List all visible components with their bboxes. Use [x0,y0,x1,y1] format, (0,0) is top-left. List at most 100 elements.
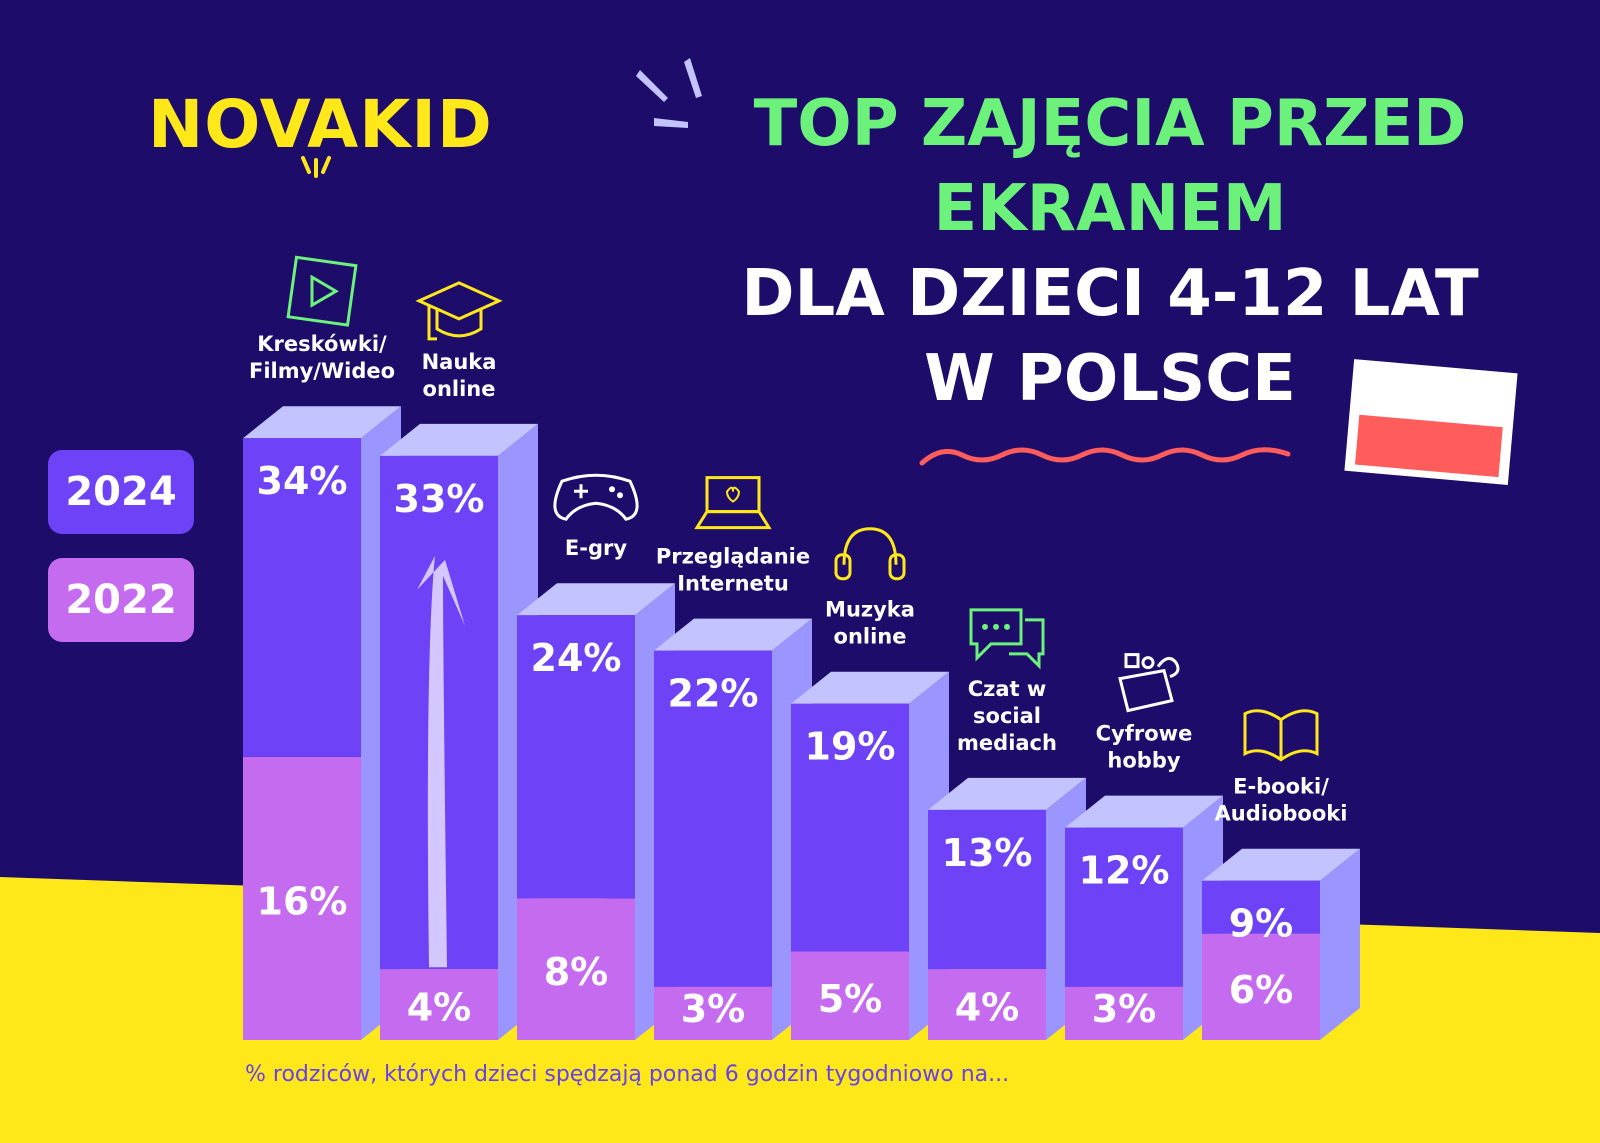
bar-top-face [243,406,401,439]
growth-arrow-icon [417,555,465,968]
category-label: Nauka [422,350,497,374]
bar-2022-segment [243,756,361,1040]
title-line-4: W POLSCE [924,342,1296,416]
gamepad-icon [553,473,639,521]
value-label-2024: 19% [805,725,896,769]
value-label-2022: 8% [544,950,609,994]
footnote: % rodziców, których dzieci spędzają pona… [245,1062,1010,1087]
bar-2024-segment [1065,827,1183,987]
hobby-box [1118,668,1174,713]
chat-bubble-back [1009,618,1045,670]
value-label-2022: 16% [257,879,348,923]
value-label-2024: 33% [394,477,485,521]
bar-top-face [928,777,1086,810]
gamepad-button [609,486,615,493]
value-label-2024: 13% [942,831,1033,875]
bar-5: 19% 5% Muzyka online [791,527,949,1040]
value-label-2022: 3% [1092,987,1157,1031]
chat-bubble [969,608,1023,662]
category-label: Cyfrowe [1096,722,1193,746]
bar-2022-segment [1202,933,1320,1040]
book-icon [1243,709,1319,762]
bar-top-face [1202,848,1360,881]
bar-3: 24% 8% E-gry [517,473,675,1040]
bar-2024-segment [791,703,909,952]
value-label-2024: 12% [1079,849,1170,893]
bar-top-face [517,583,675,616]
bar-2024-segment [654,650,772,987]
value-label-2022: 4% [407,986,472,1030]
category-label: hobby [1107,749,1180,773]
category-label: social [973,704,1041,728]
bar-2022-segment [517,898,635,1040]
laptop-heart [725,486,741,503]
headphones-ear [834,553,852,581]
bar-4: 22% 3% Przeglądanie Internetu [654,476,812,1040]
category-label: online [423,377,496,401]
bar-2022-segment [791,951,909,1040]
bar-2: 33% 4% Nauka online [380,281,538,1040]
bar-6: 13% 4% Czat w social mediach [928,608,1086,1040]
play-icon-triangle [310,274,339,308]
value-label-2024: 9% [1229,902,1294,946]
category-label: E-booki/ [1233,775,1329,799]
legend-2024: 2024 [48,450,194,534]
legend-2022-label: 2022 [65,577,177,623]
gamepad-body [553,473,639,521]
category-label: Kreskówki/ [257,332,387,356]
laptop-screen [705,476,761,514]
bar-2022-segment [380,969,498,1040]
rocket-icon [301,156,331,178]
headphones-ear [888,553,906,581]
play-icon-frame [286,255,358,327]
cap-tassel [427,304,437,341]
hobby-cube [1124,653,1140,669]
category-label: Internetu [677,572,789,596]
bar-8: 9% 6% E-booki/Audiobooki [1202,709,1360,1040]
value-label-2024: 22% [668,672,759,716]
value-label-2022: 5% [818,977,883,1021]
value-label-2022: 6% [1229,968,1294,1012]
bar-2024-segment [1202,880,1320,934]
laptop-icon [694,476,772,530]
bar-7: 12% 3% Cyfrowe hobby [1065,653,1223,1040]
poland-flag-icon [1344,359,1518,485]
hobby-ball [1141,656,1155,670]
bar-2022-segment [928,969,1046,1040]
bar-top-face [791,671,949,704]
bar-2024-segment [517,615,635,899]
bar-1: 34% 16% Kreskówki/Filmy/Wideo [243,255,401,1040]
chat-icon [969,608,1045,670]
bar-2024-segment [928,809,1046,970]
legend-2022: 2022 [48,558,194,642]
headphones-band [842,527,898,565]
novakid-logo: NOVAKID [148,86,493,163]
title-line-1: TOP ZAJĘCIA PRZED [753,87,1467,161]
value-label-2022: 4% [955,986,1020,1030]
headphones-icon [834,527,906,581]
bar-2024-segment [243,438,361,757]
bar-top-face [1065,795,1223,828]
title-line-2: EKRANEM [933,172,1287,246]
bar-top-face [380,423,538,456]
category-label: mediach [957,731,1057,755]
wavy-underline [919,447,1291,466]
category-label: Przeglądanie [656,545,810,569]
bar-2022-segment [654,986,772,1040]
cap-base [435,308,483,338]
category-label: Audiobooki [1215,802,1348,826]
bar-2022-segment [1065,986,1183,1040]
bar-top-face [654,618,812,651]
hobby-string [1156,656,1180,679]
value-label-2024: 34% [257,459,348,503]
chat-dot [993,623,999,630]
play-icon [286,255,358,327]
value-label-2022: 3% [681,987,746,1031]
category-label: Filmy/Wideo [249,359,395,383]
cap-board [415,281,503,321]
chat-dot [1004,623,1010,630]
category-label: E-gry [565,536,627,560]
